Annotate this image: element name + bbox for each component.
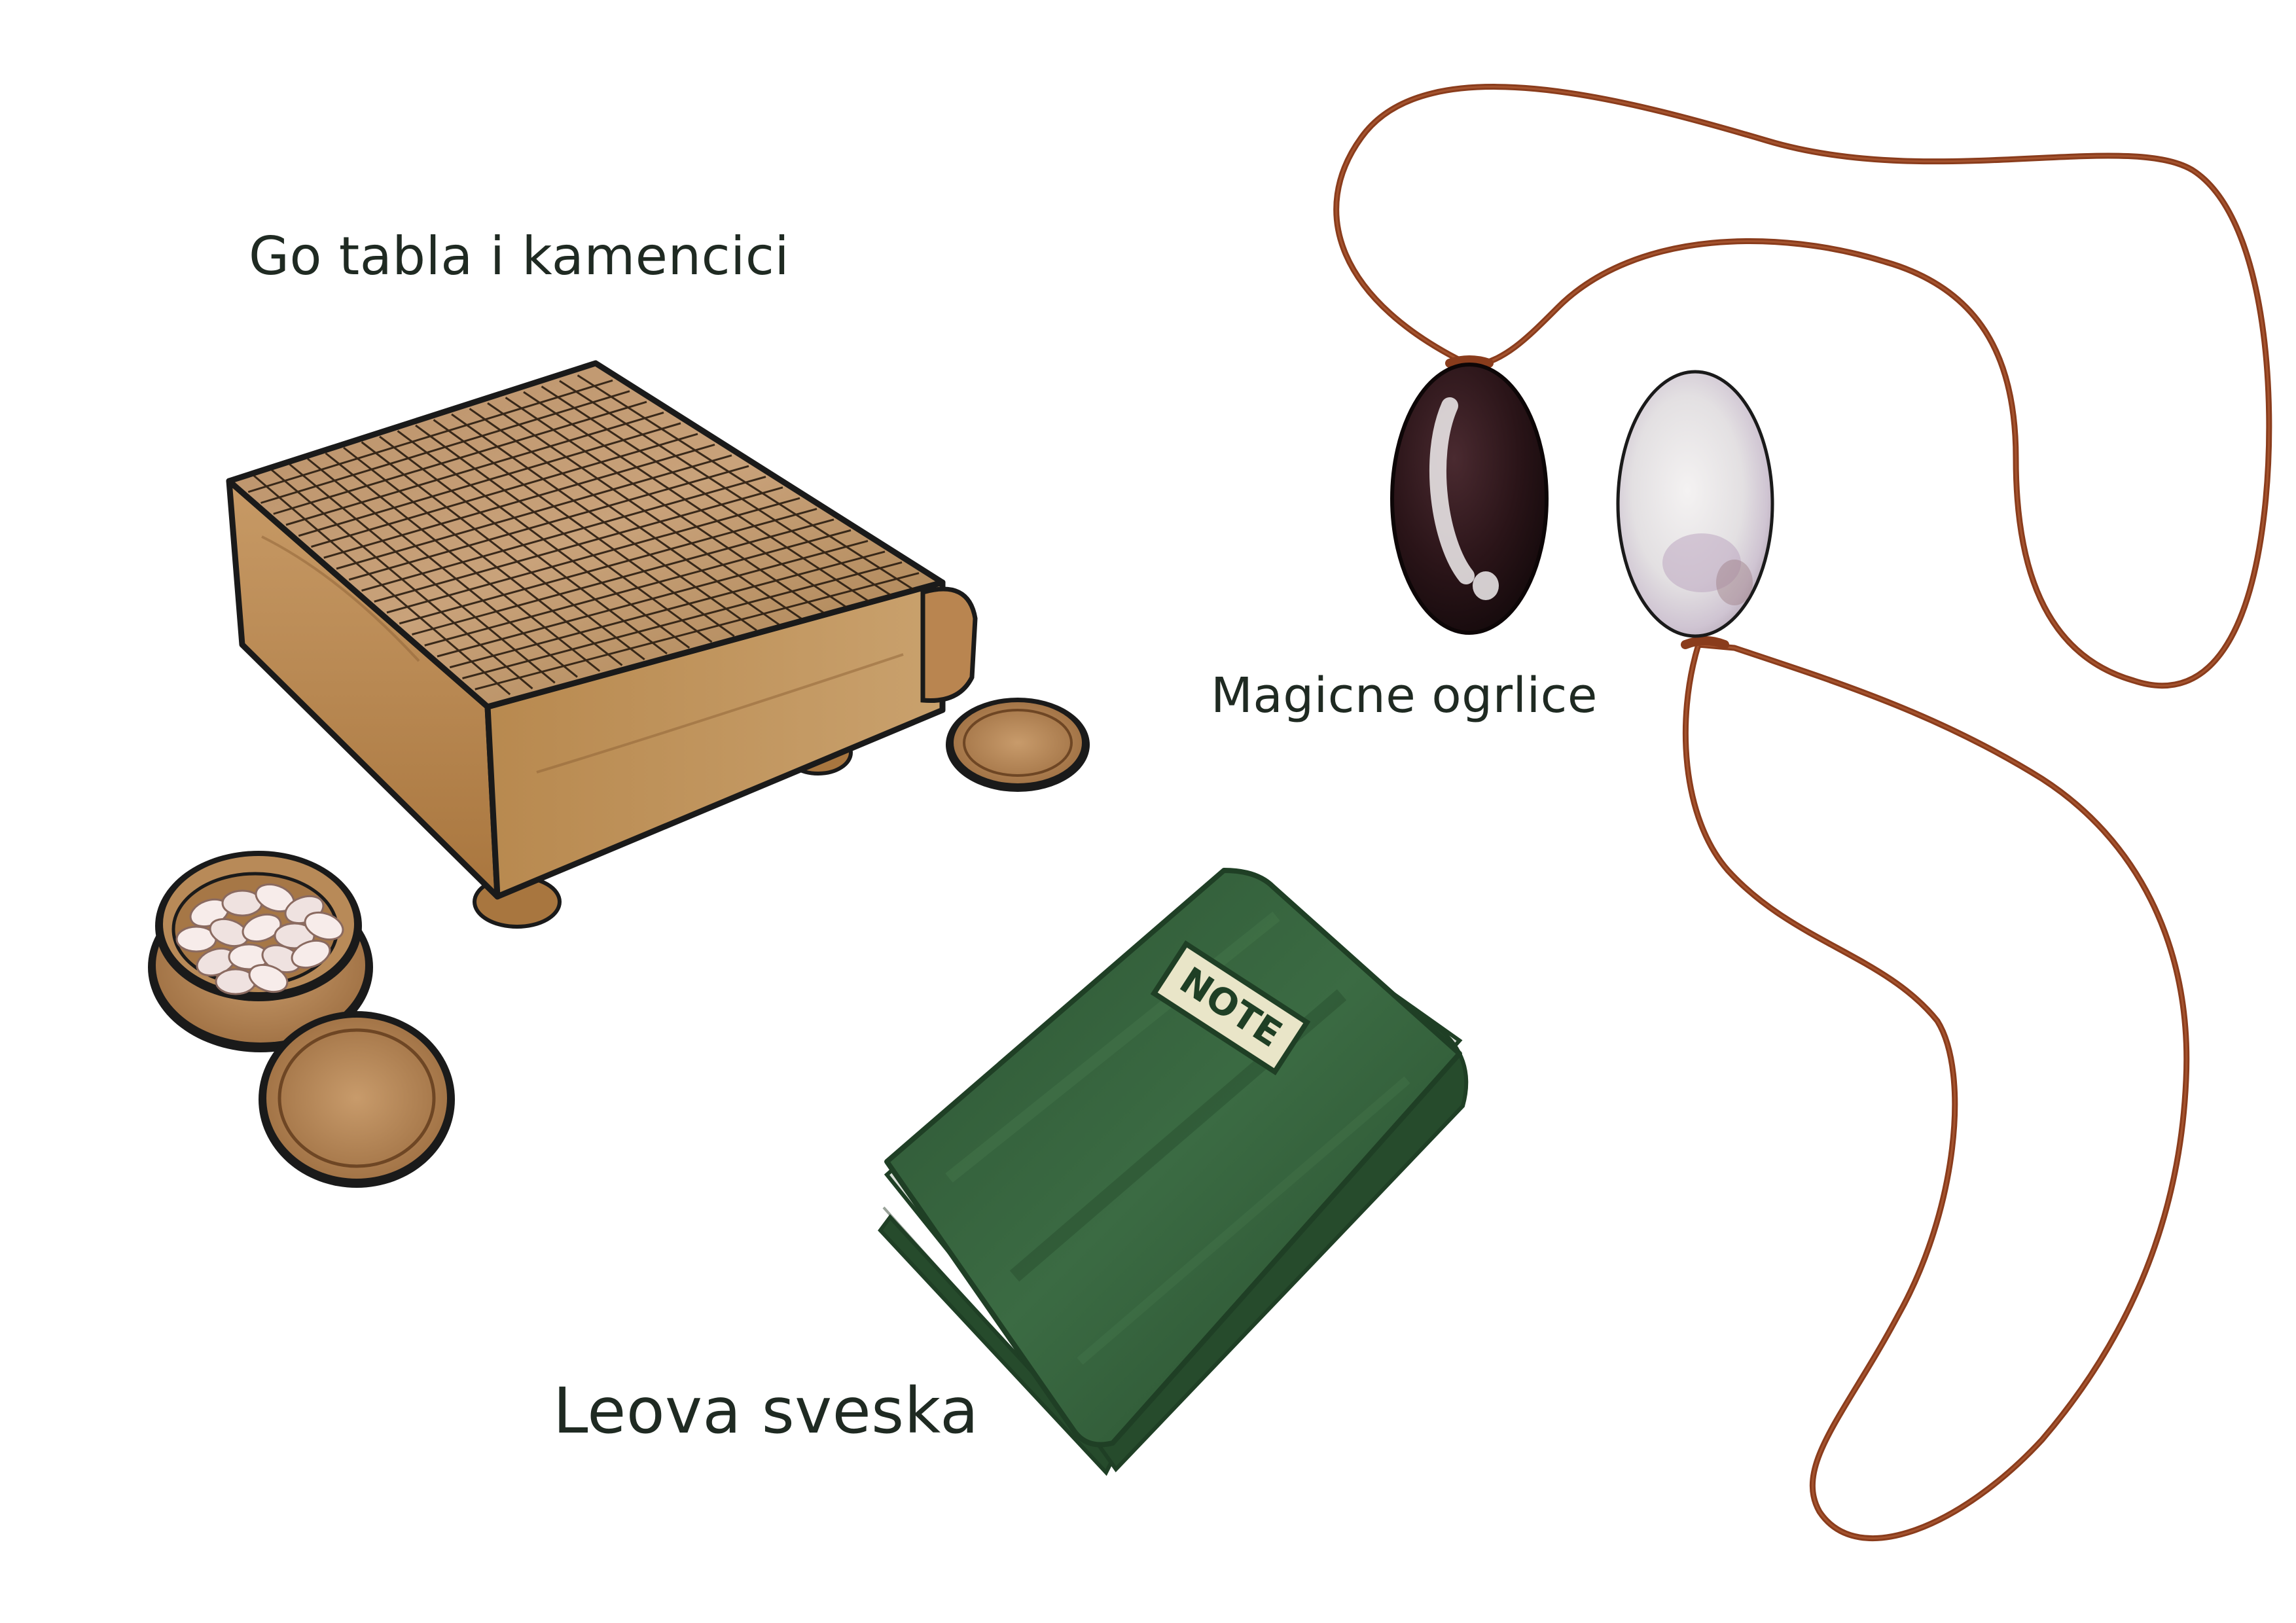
white-stone-icon (248, 963, 289, 993)
necklaces-label: Magicne ogrlice (1211, 668, 1598, 724)
bowl-lid-icon (946, 698, 1090, 792)
grid-line (399, 508, 817, 625)
grid-line (424, 529, 852, 647)
grid-line (374, 486, 783, 603)
white-stone-pendant-icon (1616, 370, 1774, 638)
notebook-label: Leova sveska (553, 1374, 979, 1448)
grid-line (451, 413, 757, 632)
stone-bowl-icon (148, 851, 373, 1052)
grid-line (505, 397, 825, 614)
grid-line (559, 380, 892, 597)
grid-line (412, 518, 834, 635)
grid-line (487, 402, 802, 620)
white-stone-icon (291, 939, 331, 969)
grid-line (469, 408, 780, 626)
grid-line (386, 497, 800, 614)
grid-line (361, 476, 766, 592)
go-board-label: Go tabla i kamencici (249, 226, 790, 287)
grid-line (523, 391, 847, 608)
white-stones-pile (175, 883, 344, 995)
white-stone-icon (242, 913, 282, 943)
grid-line (433, 419, 735, 637)
grid-line (577, 374, 914, 591)
grid-line (437, 540, 869, 658)
go-board-grid (247, 374, 920, 696)
white-stone-icon (304, 911, 344, 941)
necklace-cords (1333, 84, 2272, 1542)
grid-line (541, 385, 870, 602)
grid-line (475, 572, 920, 690)
notebook-icon: NOTE (878, 868, 1469, 1476)
black-stone-pendant-icon (1390, 363, 1549, 635)
grid-line (449, 550, 886, 669)
grid-line (462, 561, 903, 679)
notebook-label-plate (1150, 940, 1311, 1076)
go-board (226, 360, 978, 929)
bowl-lid-icon (259, 1011, 455, 1188)
